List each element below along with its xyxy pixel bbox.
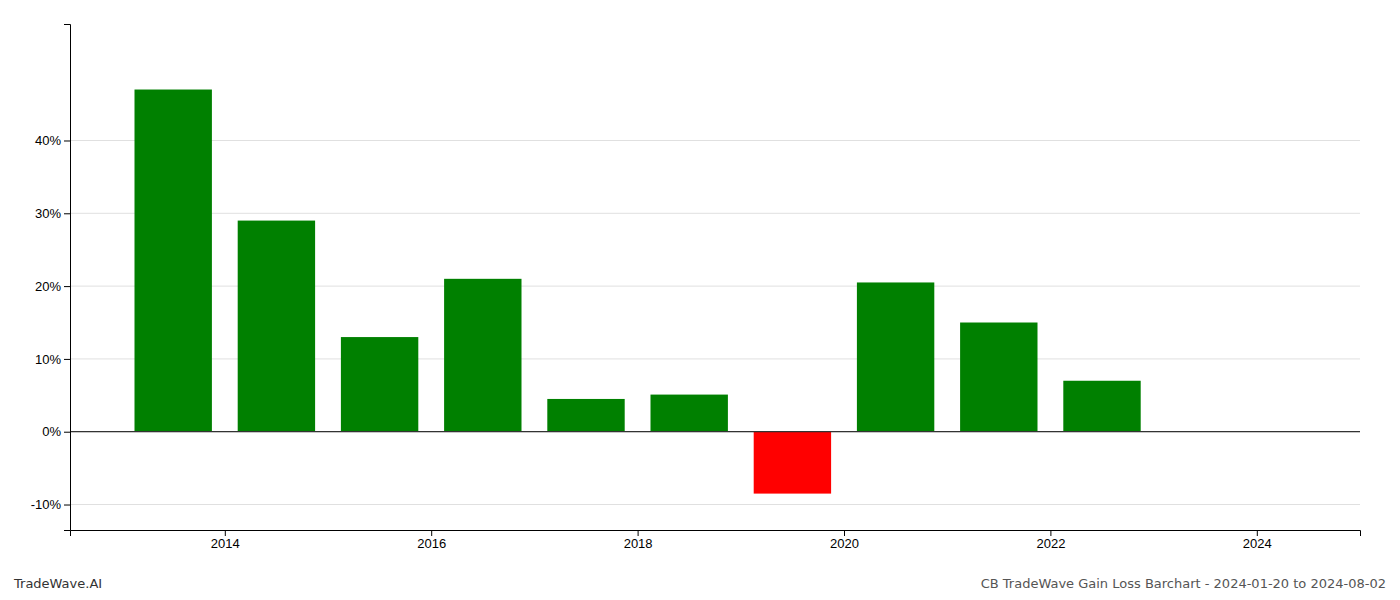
x-tick: 2022 <box>1036 530 1065 551</box>
bar <box>444 279 521 432</box>
y-tick-mark <box>64 359 70 360</box>
zero-line <box>70 431 1360 432</box>
bar <box>754 432 831 494</box>
plot: 2014 2016 2018 2020 2022 2024 -10% 0% 10% 20% 30% 4… <box>31 25 1361 552</box>
x-axis: 2014 2016 2018 2020 2022 2024 <box>71 530 1361 551</box>
y-tick-mark <box>64 140 70 141</box>
y-tick-label: 10% <box>35 352 61 367</box>
y-tick: 0% <box>42 424 70 439</box>
grid-line <box>70 431 1360 432</box>
grid <box>70 140 1360 504</box>
x-tick: 2024 <box>1243 530 1272 551</box>
y-tick-label: 0% <box>42 424 61 439</box>
bar <box>651 395 728 432</box>
y-tick-label: 40% <box>35 133 61 148</box>
y-tick: 40% <box>35 133 70 148</box>
y-tick: 20% <box>35 279 70 294</box>
x-tick-label: 2024 <box>1243 536 1272 551</box>
x-tick: 2014 <box>211 530 240 551</box>
x-tick-mark <box>431 530 432 536</box>
x-tick-mark <box>1050 530 1051 536</box>
y-tick: 10% <box>35 352 70 367</box>
x-tick-label: 2020 <box>830 536 859 551</box>
bar <box>135 90 212 432</box>
grid-line <box>70 213 1360 214</box>
bar <box>960 323 1037 432</box>
x-tick-mark <box>1257 530 1258 536</box>
bars <box>135 90 1141 494</box>
grid-line <box>70 504 1360 505</box>
x-tick: 2018 <box>624 530 653 551</box>
x-tick-mark <box>225 530 226 536</box>
bar <box>238 221 315 432</box>
bar <box>547 399 624 432</box>
y-tick: -10% <box>31 497 70 512</box>
bar <box>1063 381 1140 432</box>
x-tick: 2020 <box>830 530 859 551</box>
bar <box>857 282 934 431</box>
y-tick-mark <box>64 505 70 506</box>
x-tick-label: 2018 <box>624 536 653 551</box>
x-axis-line <box>71 531 1361 537</box>
x-tick-label: 2022 <box>1036 536 1065 551</box>
x-tick-label: 2014 <box>211 536 240 551</box>
x-tick: 2016 <box>417 530 446 551</box>
y-tick-label: 30% <box>35 206 61 221</box>
x-tick-label: 2016 <box>417 536 446 551</box>
chart: 2014 2016 2018 2020 2022 2024 -10% 0% 10% 20% 30% 4… <box>0 0 1400 600</box>
y-tick-mark <box>64 286 70 287</box>
y-axis: -10% 0% 10% 20% 30% 40% <box>31 25 71 531</box>
grid-line <box>70 140 1360 141</box>
bar <box>341 337 418 432</box>
x-tick-mark <box>638 530 639 536</box>
y-tick: 30% <box>35 206 70 221</box>
footer-left: TradeWave.AI <box>13 576 102 591</box>
y-tick-label: 20% <box>35 279 61 294</box>
y-tick-mark <box>64 432 70 433</box>
y-tick-mark <box>64 213 70 214</box>
y-axis-line <box>64 25 71 531</box>
footer-right: CB TradeWave Gain Loss Barchart - 2024-0… <box>981 576 1386 591</box>
x-tick-mark <box>844 530 845 536</box>
y-tick-label: -10% <box>31 497 62 512</box>
